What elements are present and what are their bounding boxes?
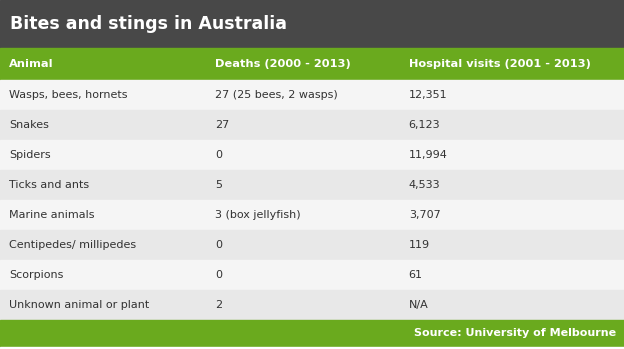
Text: Hospital visits (2001 - 2013): Hospital visits (2001 - 2013) [409, 59, 590, 69]
Text: 12,351: 12,351 [409, 90, 447, 100]
Text: 27: 27 [215, 120, 230, 130]
Bar [0, 230, 624, 260]
Text: Wasps, bees, hornets: Wasps, bees, hornets [9, 90, 128, 100]
Text: Bites and stings in Australia: Bites and stings in Australia [10, 15, 287, 33]
Bar [0, 170, 624, 200]
Text: 0: 0 [215, 270, 222, 280]
Text: 119: 119 [409, 240, 430, 250]
Text: N/A: N/A [409, 300, 429, 310]
Text: 4,533: 4,533 [409, 180, 441, 190]
Text: Source: University of Melbourne: Source: University of Melbourne [414, 328, 616, 339]
Text: 6,123: 6,123 [409, 120, 441, 130]
Text: 0: 0 [215, 150, 222, 160]
Text: 27 (25 bees, 2 wasps): 27 (25 bees, 2 wasps) [215, 90, 338, 100]
Bar [0, 48, 624, 80]
Text: 3,707: 3,707 [409, 210, 441, 220]
Text: Spiders: Spiders [9, 150, 51, 160]
Bar [0, 290, 624, 320]
Text: Animal: Animal [9, 59, 54, 69]
Text: 2: 2 [215, 300, 222, 310]
Text: Unknown animal or plant: Unknown animal or plant [9, 300, 150, 310]
Bar [0, 110, 624, 140]
Bar [0, 200, 624, 230]
Text: 11,994: 11,994 [409, 150, 447, 160]
Bar [0, 260, 624, 290]
Text: Scorpions: Scorpions [9, 270, 64, 280]
Bar [0, 347, 624, 349]
Text: Centipedes/ millipedes: Centipedes/ millipedes [9, 240, 137, 250]
Text: Snakes: Snakes [9, 120, 49, 130]
Bar [0, 80, 624, 110]
Bar [0, 0, 624, 48]
Text: 3 (box jellyfish): 3 (box jellyfish) [215, 210, 301, 220]
Text: 5: 5 [215, 180, 222, 190]
Text: 61: 61 [409, 270, 422, 280]
Text: Deaths (2000 - 2013): Deaths (2000 - 2013) [215, 59, 351, 69]
Bar [0, 320, 624, 347]
Bar [0, 140, 624, 170]
Text: 0: 0 [215, 240, 222, 250]
Text: Marine animals: Marine animals [9, 210, 95, 220]
Text: Ticks and ants: Ticks and ants [9, 180, 89, 190]
